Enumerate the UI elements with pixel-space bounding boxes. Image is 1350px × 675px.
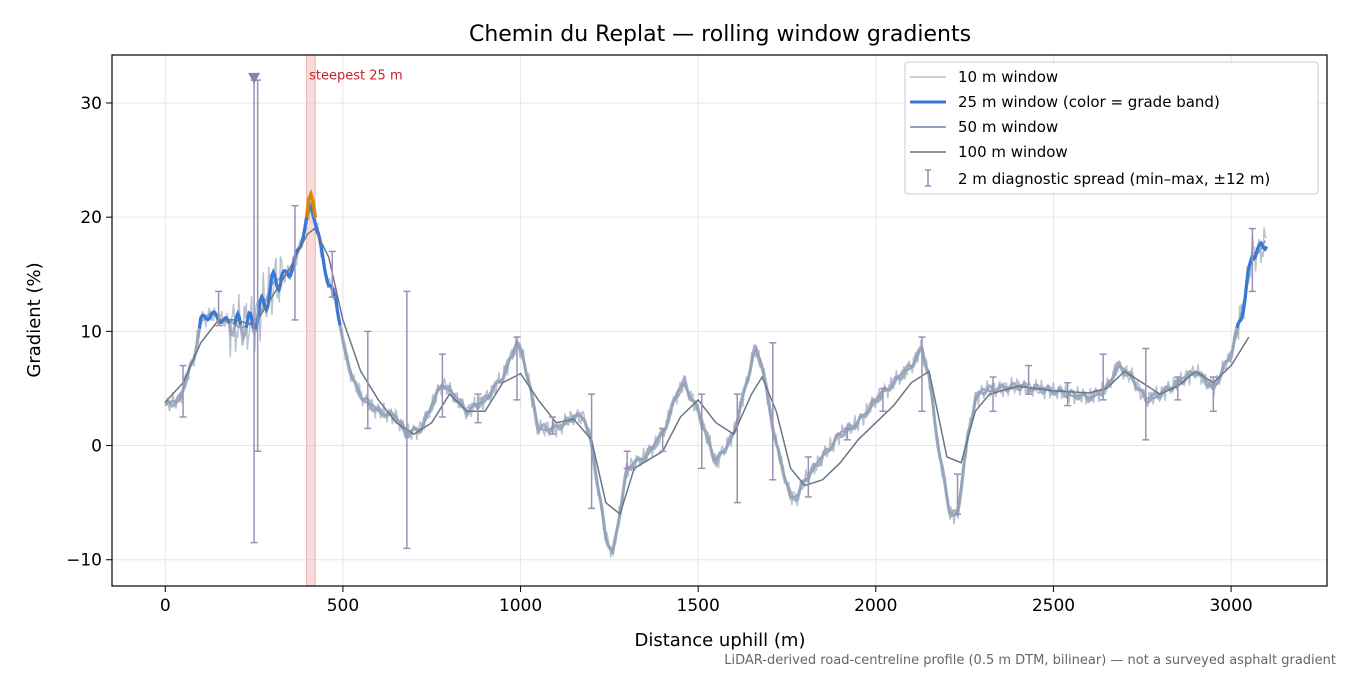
x-tick-label: 1000 — [499, 596, 542, 616]
spread-bar — [474, 393, 482, 424]
legend-label-10m: 10 m window — [958, 68, 1058, 86]
x-tick-label: 2000 — [854, 596, 897, 616]
y-axis-ticks: −10 0 10 20 30 — [66, 94, 112, 571]
x-tick-label: 3000 — [1209, 596, 1252, 616]
series-10m-line — [164, 200, 1267, 558]
series-100m-line — [164, 227, 1250, 516]
spread-bar — [1064, 381, 1072, 407]
spread-bar — [1025, 364, 1033, 395]
legend-box — [904, 61, 1319, 195]
series-50m-line — [164, 204, 1267, 557]
steepest-annotation: steepest 25 m — [309, 68, 402, 83]
spread-bar — [588, 393, 596, 510]
spread-bar — [438, 353, 446, 418]
series-25m-grade-band — [254, 202, 342, 330]
x-axis-ticks: 0 500 1000 1500 2000 2500 3000 — [160, 586, 1253, 616]
spread-bar — [733, 393, 741, 504]
legend-swatch-spread — [925, 169, 931, 187]
y-tick-label: 30 — [80, 94, 102, 114]
y-tick-label: 20 — [80, 208, 102, 228]
spread-bar — [659, 427, 667, 453]
spread-bar — [254, 79, 262, 453]
spread-bar — [623, 450, 631, 470]
spread-bar — [769, 342, 777, 481]
x-tick-label: 500 — [327, 596, 359, 616]
y-axis-label: Gradient (%) — [24, 262, 45, 377]
spread-bar — [804, 456, 812, 498]
spread-bar — [698, 393, 706, 470]
x-tick-label: 0 — [160, 596, 171, 616]
spread-bar — [513, 336, 521, 401]
series-25m-grade-band — [197, 310, 231, 329]
x-axis-label: Distance uphill (m) — [635, 630, 806, 651]
spread-bar — [328, 250, 336, 298]
series-layer — [164, 189, 1269, 558]
spread-bar — [879, 387, 887, 413]
spread-bars — [179, 79, 1256, 550]
x-tick-label: 1500 — [677, 596, 720, 616]
spread-bar — [215, 290, 223, 327]
spread-bar — [291, 204, 299, 321]
x-tick-label: 2500 — [1032, 596, 1075, 616]
legend: 10 m window 25 m window (color = grade b… — [904, 61, 1319, 195]
spread-bar — [1248, 227, 1256, 293]
series-25m-line — [164, 200, 1268, 555]
legend-label-50m: 50 m window — [958, 118, 1058, 136]
spread-bar — [1099, 353, 1107, 401]
legend-label-25m: 25 m window (color = grade band) — [958, 93, 1220, 111]
plot-frame — [111, 54, 1328, 587]
spread-bar — [954, 473, 962, 515]
spread-bar — [364, 330, 372, 430]
spread-bar — [918, 336, 926, 413]
steepest-highlight — [306, 54, 316, 587]
outlier-marker — [248, 72, 261, 84]
spread-bar — [1142, 347, 1150, 441]
series-25m-steep-band — [304, 189, 317, 218]
chart-title: Chemin du Replat — rolling window gradie… — [469, 22, 971, 47]
series-25m-grade-band — [244, 310, 255, 329]
legend-label-spread: 2 m diagnostic spread (min–max, ±12 m) — [958, 170, 1270, 188]
y-tick-label: 0 — [91, 437, 102, 457]
steepest-band — [306, 54, 316, 587]
y-tick-label: −10 — [66, 551, 102, 571]
outlier-marker-layer — [248, 72, 261, 84]
spread-bar — [1209, 376, 1217, 413]
spread-bar — [1174, 376, 1182, 401]
y-tick-label: 10 — [80, 322, 102, 342]
spread-bar — [989, 376, 997, 413]
spread-bar — [403, 290, 411, 550]
footnote: LiDAR-derived road-centreline profile (0… — [724, 653, 1336, 668]
spread-bar — [179, 364, 187, 418]
legend-label-100m: 100 m window — [958, 143, 1068, 161]
spread-bar — [843, 427, 851, 441]
spread-bar — [549, 416, 557, 435]
